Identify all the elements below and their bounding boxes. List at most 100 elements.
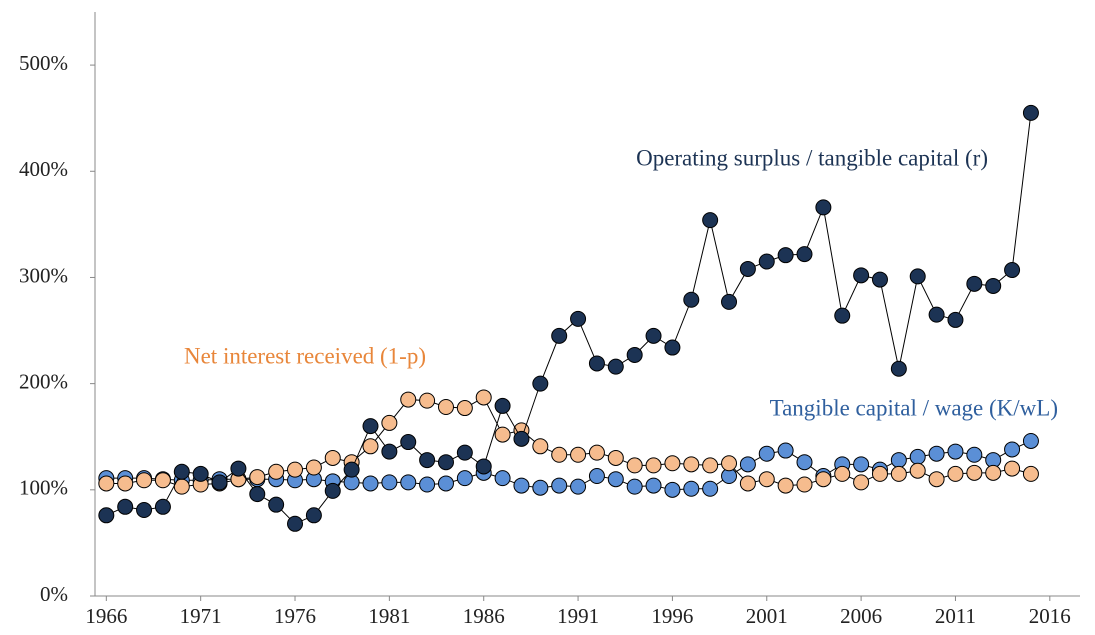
marker <box>645 457 662 474</box>
marker <box>211 474 228 491</box>
marker <box>419 476 436 493</box>
series-label: Net interest received (1-p) <box>184 343 426 368</box>
marker <box>551 327 568 344</box>
marker <box>475 389 492 406</box>
marker <box>136 501 153 518</box>
marker <box>117 475 134 492</box>
marker <box>400 391 417 408</box>
marker <box>154 498 171 515</box>
marker <box>570 478 587 495</box>
marker <box>513 477 530 494</box>
marker <box>739 456 756 473</box>
marker <box>815 471 832 488</box>
x-tick-label: 2011 <box>935 604 976 628</box>
marker <box>1022 432 1039 449</box>
marker <box>758 253 775 270</box>
x-tick-label: 1971 <box>180 604 222 628</box>
marker <box>287 461 304 478</box>
marker <box>664 339 681 356</box>
marker <box>475 458 492 475</box>
marker <box>739 260 756 277</box>
x-tick-label: 1981 <box>368 604 410 628</box>
marker <box>1004 460 1021 477</box>
marker <box>928 445 945 462</box>
marker <box>419 392 436 409</box>
marker <box>909 462 926 479</box>
marker <box>381 443 398 460</box>
marker <box>532 375 549 392</box>
marker <box>532 438 549 455</box>
marker <box>249 469 266 486</box>
marker <box>890 360 907 377</box>
marker <box>966 275 983 292</box>
marker <box>513 430 530 447</box>
marker <box>287 515 304 532</box>
marker <box>796 246 813 263</box>
marker <box>230 460 247 477</box>
marker <box>928 306 945 323</box>
series-label: Tangible capital / wage (K/wL) <box>770 395 1058 420</box>
marker <box>117 498 134 515</box>
marker <box>834 465 851 482</box>
marker <box>173 463 190 480</box>
marker <box>645 327 662 344</box>
marker <box>98 507 115 524</box>
marker <box>362 438 379 455</box>
marker <box>947 311 964 328</box>
marker <box>607 449 624 466</box>
marker <box>324 482 341 499</box>
y-tick-label: 200% <box>19 369 68 393</box>
marker <box>890 465 907 482</box>
marker <box>494 397 511 414</box>
marker <box>494 470 511 487</box>
marker <box>834 307 851 324</box>
marker <box>796 476 813 493</box>
marker <box>871 271 888 288</box>
x-tick-label: 1996 <box>651 604 693 628</box>
marker <box>192 465 209 482</box>
marker <box>570 310 587 327</box>
marker <box>268 463 285 480</box>
marker <box>626 478 643 495</box>
marker <box>456 470 473 487</box>
marker <box>702 480 719 497</box>
marker <box>947 465 964 482</box>
marker <box>400 434 417 451</box>
marker <box>777 477 794 494</box>
marker <box>324 449 341 466</box>
marker <box>154 472 171 489</box>
marker <box>381 474 398 491</box>
marker <box>985 277 1002 294</box>
marker <box>683 456 700 473</box>
marker <box>249 486 266 503</box>
marker <box>268 496 285 513</box>
marker <box>1022 104 1039 121</box>
marker <box>570 446 587 463</box>
marker <box>362 418 379 435</box>
marker <box>966 464 983 481</box>
marker <box>494 426 511 443</box>
marker <box>815 199 832 216</box>
marker <box>588 355 605 372</box>
marker <box>985 464 1002 481</box>
marker <box>626 346 643 363</box>
marker <box>305 459 322 476</box>
marker <box>721 455 738 472</box>
y-tick-label: 400% <box>19 157 68 181</box>
marker <box>362 475 379 492</box>
marker <box>551 446 568 463</box>
marker <box>758 471 775 488</box>
marker <box>305 507 322 524</box>
marker <box>437 398 454 415</box>
x-tick-label: 1986 <box>463 604 505 628</box>
marker <box>853 267 870 284</box>
marker <box>607 471 624 488</box>
marker <box>419 452 436 469</box>
marker <box>739 475 756 492</box>
marker <box>456 400 473 417</box>
marker <box>796 454 813 471</box>
marker <box>702 212 719 229</box>
marker <box>777 442 794 459</box>
marker <box>853 456 870 473</box>
marker <box>871 465 888 482</box>
